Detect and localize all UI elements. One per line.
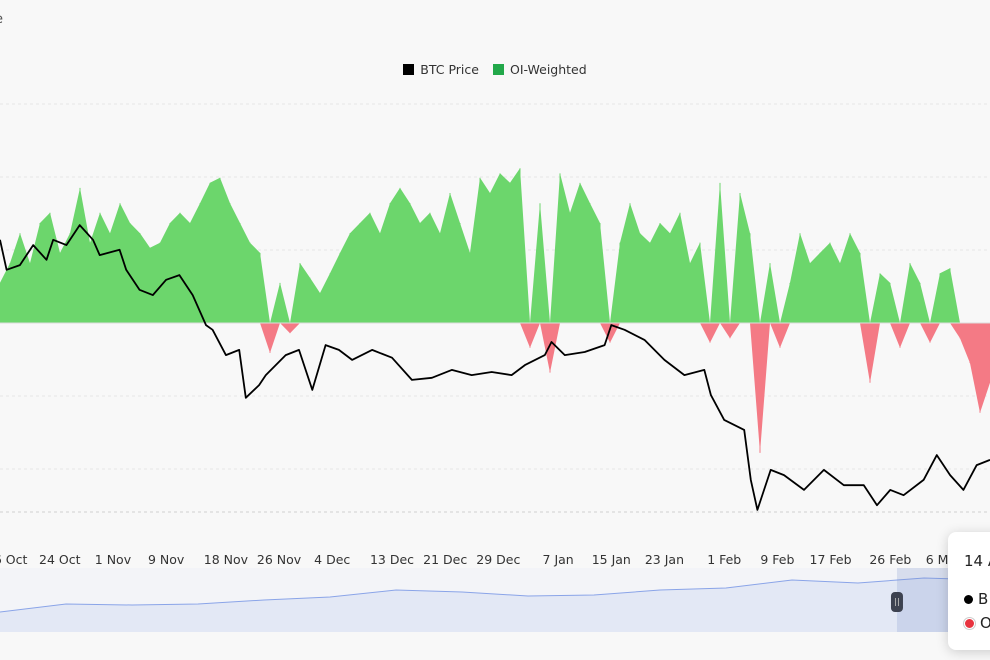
- x-tick-label: 4 Dec: [314, 552, 350, 567]
- x-tick-label: 13 Dec: [370, 552, 414, 567]
- x-tick-label: 26 Feb: [869, 552, 911, 567]
- legend-swatch-oi-weighted: [492, 64, 504, 75]
- legend-item-btc-price[interactable]: BTC Price: [403, 62, 479, 77]
- legend: BTC Price OI-Weighted: [0, 62, 990, 77]
- x-tick-label: 29 Dec: [476, 552, 520, 567]
- tooltip-row-oi: O: [964, 614, 990, 632]
- x-tick-label: 1 Feb: [707, 552, 741, 567]
- tooltip-row-label: O: [980, 614, 990, 632]
- tooltip-dot-icon: [964, 617, 975, 629]
- x-tick-label: 17 Feb: [810, 552, 852, 567]
- oi-weighted-positive-area: [0, 168, 990, 323]
- x-tick-label: 15 Jan: [592, 552, 631, 567]
- navigator-line: [0, 577, 990, 613]
- x-tick-label: 23 Jan: [645, 552, 684, 567]
- x-tick-label: 26 Nov: [257, 552, 302, 567]
- x-tick-label: 1 Nov: [95, 552, 132, 567]
- tooltip-title: 14 A: [964, 552, 990, 570]
- tooltip-row-label: B: [978, 590, 989, 608]
- cropped-title-fragment: e: [0, 12, 3, 27]
- tooltip: 14 A B O: [948, 532, 990, 650]
- legend-label: OI-Weighted: [509, 62, 587, 77]
- legend-item-oi-weighted[interactable]: OI-Weighted: [492, 62, 587, 77]
- x-tick-label: 9 Feb: [760, 552, 794, 567]
- legend-swatch-btc-price: [403, 64, 415, 75]
- btc-price-line: [0, 224, 990, 511]
- tooltip-dot-icon: [964, 594, 973, 604]
- x-tick-label: 7 Jan: [543, 552, 574, 567]
- x-tick-label: 18 Nov: [204, 552, 249, 567]
- x-tick-label: 16 Oct: [0, 552, 27, 567]
- oi-weighted-negative-area: [0, 322, 990, 453]
- x-tick-label: 21 Dec: [423, 552, 467, 567]
- navigator-handle[interactable]: [890, 592, 903, 612]
- tooltip-row-btc: B: [964, 590, 988, 608]
- x-tick-label: 9 Nov: [148, 552, 185, 567]
- x-tick-label: 24 Oct: [39, 552, 81, 567]
- navigator-area: [0, 578, 990, 632]
- legend-label: BTC Price: [420, 62, 479, 77]
